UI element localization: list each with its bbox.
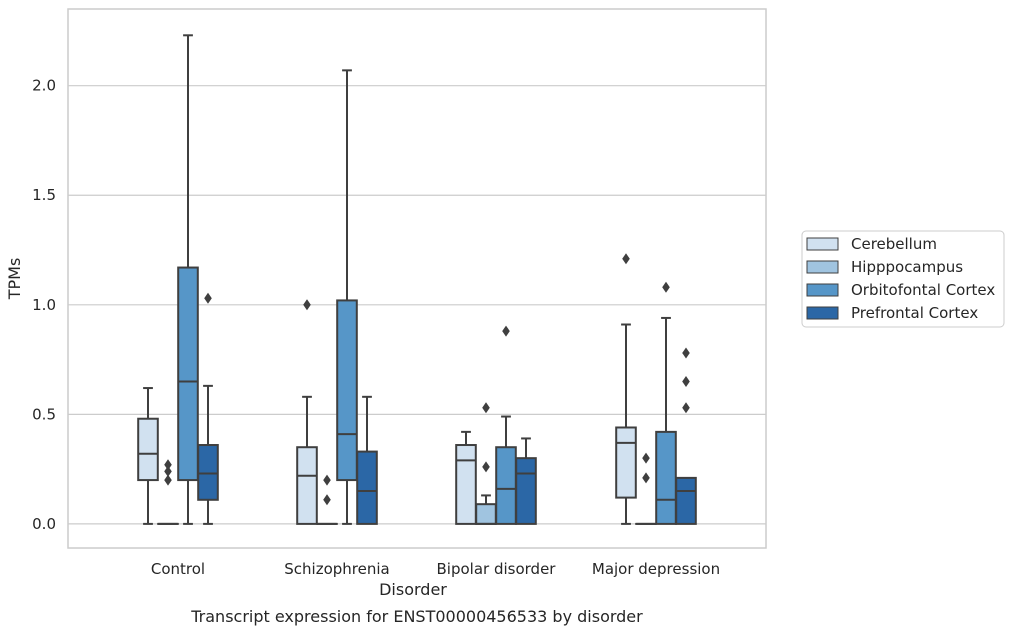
legend-swatch [806,237,839,251]
y-tick-label: 0.5 [32,405,56,423]
outlier-marker [204,292,212,304]
box-iqr [177,266,199,482]
outlier-marker [642,472,650,484]
box-iqr [615,426,637,499]
box-2-0 [177,34,199,525]
outlier-marker [323,474,331,486]
outlier-marker [323,494,331,506]
box-0-3 [615,253,637,525]
box-iqr [137,417,159,482]
x-tick-labels: Control Schizophrenia Bipolar disorder Majo… [151,560,720,578]
outlier-marker [502,325,510,337]
box-iqr [455,444,477,525]
y-tick-labels: 0.0 0.5 1.0 1.5 2.0 [32,77,56,533]
plot-area [137,34,697,525]
x-axis-label: Disorder [379,580,447,599]
box-3-2 [515,437,537,525]
y-tick-label: 1.5 [32,186,56,204]
x-tick-label: Control [151,560,205,578]
legend-swatch [806,283,839,297]
box-3-3 [675,347,697,525]
outlier-marker [642,452,650,464]
outlier-marker [482,402,490,414]
box-0-0 [137,387,159,525]
box-iqr [515,457,537,525]
box-iqr [475,503,497,525]
legend-swatch [806,260,839,274]
y-axis-label: TPMs [5,258,24,301]
box-iqr [675,476,697,525]
outlier-marker [164,459,172,471]
box-0-1 [296,299,318,525]
box-iqr [356,450,378,525]
outlier-marker [682,347,690,359]
box-3-0 [197,292,219,525]
y-tick-label: 0.0 [32,515,56,533]
box-iqr [655,430,677,525]
outlier-marker [682,402,690,414]
y-tick-label: 2.0 [32,77,56,95]
y-tick-label: 1.0 [32,296,56,314]
outlier-marker [682,375,690,387]
box-2-1 [336,69,358,525]
chart-caption: Transcript expression for ENST0000045653… [190,607,643,626]
box-iqr [495,446,517,525]
axes-frame [67,8,767,549]
legend-label: Orbitofontal Cortex [851,281,995,299]
outlier-marker [482,461,490,473]
box-1-1 [316,474,338,525]
outlier-marker [164,465,172,477]
outlier-marker [303,299,311,311]
x-tick-label: Schizophrenia [284,560,389,578]
legend-frame [801,230,1005,328]
box-iqr [296,446,318,525]
box-0-2 [455,430,477,525]
box-1-0 [157,459,179,525]
outlier-marker [164,474,172,486]
box-1-2 [475,402,497,525]
x-tick-label: Major depression [592,560,720,578]
outlier-marker [622,253,630,265]
legend: Cerebellum Hipppocampus Orbitofontal Corte… [801,230,1005,328]
x-tick-label: Bipolar disorder [437,560,557,578]
legend-label: Cerebellum [851,235,937,253]
legend-swatch [806,306,839,320]
box-iqr [197,444,219,501]
legend-label: Prefrontal Cortex [851,304,978,322]
box-2-2 [495,325,517,525]
box-iqr [336,299,358,482]
legend-label: Hipppocampus [851,258,963,276]
outlier-marker [662,281,670,293]
box-3-1 [356,395,378,525]
